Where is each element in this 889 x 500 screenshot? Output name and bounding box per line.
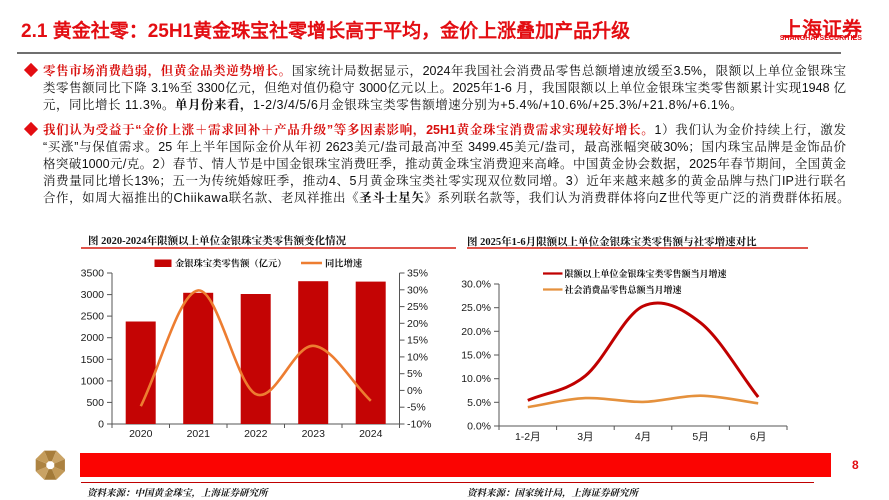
svg-text:2500: 2500: [81, 311, 105, 323]
svg-text:3000: 3000: [81, 289, 105, 301]
svg-text:限额以上单位金银珠宝类零售额当月增速: 限额以上单位金银珠宝类零售额当月增速: [565, 268, 728, 279]
svg-text:2021: 2021: [187, 428, 211, 440]
svg-text:4月: 4月: [635, 431, 651, 443]
svg-text:金银珠宝类零售额（亿元）: 金银珠宝类零售额（亿元）: [175, 258, 287, 270]
svg-text:社会消费品零售总额当月增速: 社会消费品零售总额当月增速: [565, 284, 683, 295]
svg-text:500: 500: [86, 397, 104, 409]
svg-text:3500: 3500: [81, 268, 105, 280]
svg-text:5月: 5月: [692, 431, 708, 443]
svg-text:5.0%: 5.0%: [467, 397, 491, 409]
svg-text:2022: 2022: [244, 428, 268, 440]
svg-text:20%: 20%: [407, 318, 428, 330]
svg-text:30%: 30%: [407, 284, 428, 296]
svg-text:3月: 3月: [577, 431, 593, 443]
svg-text:0.0%: 0.0%: [467, 421, 491, 433]
svg-text:5%: 5%: [407, 368, 422, 380]
svg-text:同比增速: 同比增速: [325, 258, 363, 270]
svg-text:2000: 2000: [81, 332, 105, 344]
svg-text:15.0%: 15.0%: [461, 350, 491, 362]
svg-text:-10%: -10%: [407, 419, 432, 431]
svg-text:30.0%: 30.0%: [461, 279, 491, 291]
svg-text:25%: 25%: [407, 301, 428, 313]
svg-text:25.0%: 25.0%: [461, 302, 491, 314]
svg-text:10%: 10%: [407, 351, 428, 363]
svg-text:0%: 0%: [407, 385, 422, 397]
svg-text:10.0%: 10.0%: [461, 373, 491, 385]
svg-text:2023: 2023: [302, 428, 326, 440]
svg-text:2020: 2020: [129, 428, 153, 440]
svg-text:15%: 15%: [407, 335, 428, 347]
svg-text:20.0%: 20.0%: [461, 326, 491, 338]
svg-text:0: 0: [98, 419, 104, 431]
svg-text:35%: 35%: [407, 268, 428, 280]
svg-text:6月: 6月: [750, 431, 766, 443]
svg-text:-5%: -5%: [407, 402, 426, 414]
svg-text:1500: 1500: [81, 354, 105, 366]
svg-text:2024: 2024: [359, 428, 383, 440]
svg-text:1000: 1000: [81, 375, 105, 387]
svg-text:1-2月: 1-2月: [515, 431, 541, 443]
